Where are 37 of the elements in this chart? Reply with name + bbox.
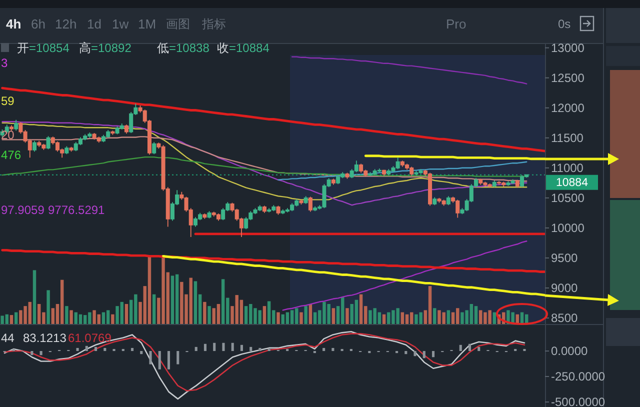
annotation: 开=10854 [17,41,70,55]
annotation: 低=10838 [157,41,210,55]
y-tick-label: 8500 [551,310,578,325]
annotation: 44 [1,331,15,345]
y-tick-label: 0.0000 [551,344,588,358]
text: 0s [558,17,571,31]
annotation: 97.9059 [1,203,45,217]
annotation: 20 [1,128,15,142]
text: 1d [87,16,102,32]
y-tick-label: 9000 [551,280,578,295]
y-tick-label: -250.0000 [551,370,606,384]
annotation: 9776.5291 [48,203,106,217]
text: 1M [138,16,156,32]
text: 4h [6,16,22,32]
y-tick-label: 13000 [551,40,585,55]
text: 12h [55,16,77,32]
annotation: 收=10884 [217,41,270,55]
y-tick-label: 12500 [551,70,585,85]
annotation: 61.0769 [68,331,112,345]
annotation: 3 [1,56,8,70]
y-tick-label: 12000 [551,100,585,115]
y-tick-label: -500.0000 [551,395,606,407]
annotation: 59 [1,94,15,108]
text: Pro [446,16,466,32]
annotation: 83.1213 [23,331,67,345]
y-tick-label: 10500 [551,190,585,205]
text: 1w [112,16,130,32]
y-tick-label: 11000 [551,160,584,175]
text: 6h [31,16,46,32]
y-tick-label: 10000 [551,220,585,235]
text: 指标 [201,17,226,31]
y-tick-label: 9500 [551,250,578,265]
y-tick-label: 11500 [551,130,584,145]
ref-line-label: 10884 [556,176,589,189]
text: 画图 [166,17,190,31]
annotation: 476 [1,148,22,162]
annotation: 高=10892 [79,41,132,55]
